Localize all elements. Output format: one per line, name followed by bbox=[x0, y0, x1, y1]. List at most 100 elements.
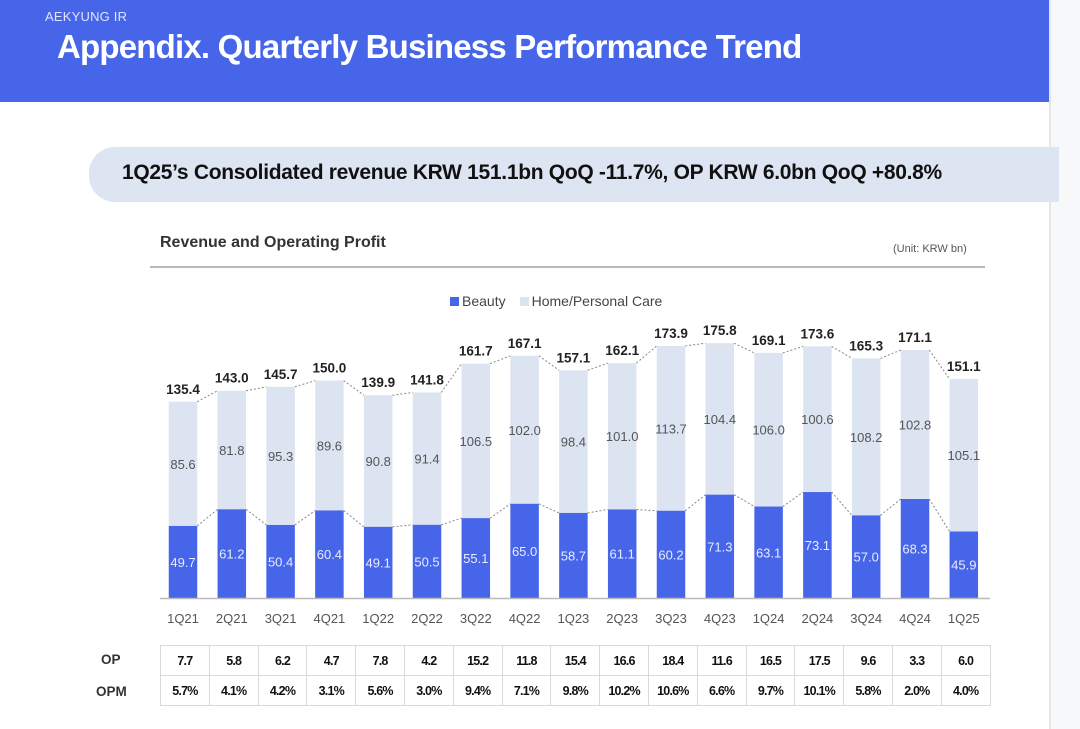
table-cell: 4.2% bbox=[257, 675, 308, 706]
bar-beauty bbox=[559, 512, 588, 598]
data-label-beauty: 63.1 bbox=[756, 545, 781, 560]
beauty-connector-line bbox=[587, 508, 609, 514]
data-label-total: 139.9 bbox=[361, 375, 395, 390]
x-tick-label: 4Q21 bbox=[313, 611, 345, 626]
data-label-total: 151.1 bbox=[947, 359, 981, 374]
bar-beauty bbox=[754, 506, 783, 598]
legend-swatch-home-personal-care bbox=[519, 296, 529, 306]
data-label-total: 173.9 bbox=[654, 326, 688, 341]
table-cell: 11.8 bbox=[501, 645, 552, 676]
total-connector-line bbox=[782, 345, 804, 354]
row-label-opm: OPM bbox=[96, 684, 127, 699]
bar-beauty bbox=[315, 510, 344, 598]
x-tick-label: 1Q25 bbox=[948, 611, 980, 626]
table-cell: 17.5 bbox=[794, 645, 845, 676]
data-label-home-personal-care: 105.1 bbox=[948, 448, 981, 463]
bar-home-personal-care bbox=[266, 386, 295, 525]
bar-home-personal-care bbox=[803, 346, 832, 493]
headline-banner bbox=[89, 147, 1059, 202]
chart-legend: Beauty Home/Personal Care bbox=[450, 293, 662, 309]
table-cell: 6.0 bbox=[940, 645, 991, 676]
beauty-connector-line bbox=[928, 498, 950, 532]
bar-home-personal-care bbox=[217, 390, 247, 510]
table-cell: 2.0% bbox=[891, 675, 942, 706]
x-tick-label: 4Q24 bbox=[899, 611, 931, 626]
total-connector-line bbox=[587, 362, 609, 371]
table-cell: 15.4 bbox=[550, 645, 601, 676]
table-cell: 3.0% bbox=[403, 675, 454, 706]
data-label-beauty: 73.1 bbox=[805, 538, 830, 553]
data-label-beauty: 65.0 bbox=[512, 544, 537, 559]
legend-label-home-personal-care: Home/Personal Care bbox=[531, 293, 663, 309]
table-cell: 9.6 bbox=[843, 645, 893, 676]
data-label-total: 165.3 bbox=[849, 338, 883, 353]
brand-label: AEKYUNG IR bbox=[45, 9, 128, 24]
data-label-total: 175.8 bbox=[703, 323, 737, 338]
x-tick-label: 3Q23 bbox=[655, 611, 687, 626]
data-label-total: 145.7 bbox=[264, 367, 298, 382]
data-label-home-personal-care: 100.6 bbox=[801, 412, 834, 427]
total-connector-line bbox=[294, 380, 316, 388]
page-title: Appendix. Quarterly Business Performance… bbox=[57, 28, 802, 65]
beauty-connector-line bbox=[196, 508, 218, 527]
data-label-home-personal-care: 104.4 bbox=[704, 412, 737, 427]
bar-beauty bbox=[168, 525, 198, 598]
table-cell: 7.7 bbox=[160, 645, 210, 676]
x-tick-label: 1Q21 bbox=[167, 611, 199, 626]
data-label-total: 150.0 bbox=[313, 361, 347, 376]
bar-beauty bbox=[217, 509, 247, 598]
total-connector-line bbox=[928, 349, 950, 380]
beauty-connector-line bbox=[441, 517, 462, 526]
data-label-total: 161.7 bbox=[459, 344, 493, 359]
table-row-op: 7.7 5.8 6.2 4.7 7.8 4.2 15.2 11.8 15.4 16.6 18.4 11… bbox=[160, 645, 991, 676]
data-label-beauty: 50.5 bbox=[414, 554, 439, 569]
table-cell: 4.0% bbox=[940, 675, 991, 706]
total-connector-line bbox=[440, 363, 462, 393]
bar-beauty bbox=[656, 510, 686, 598]
table-cell: 4.7 bbox=[306, 645, 357, 676]
table-cell: 10.2% bbox=[599, 675, 649, 706]
table-cell: 6.6% bbox=[696, 675, 747, 706]
x-tick-label: 2Q21 bbox=[216, 611, 248, 626]
bar-home-personal-care bbox=[949, 378, 979, 532]
data-label-beauty: 55.1 bbox=[463, 551, 488, 566]
table-cell: 9.8% bbox=[550, 675, 601, 706]
total-connector-line bbox=[197, 390, 218, 403]
stacked-bar-chart: 49.7 85.6 135.4 1Q21 61.2 81.8 143.0 2Q21 50.4 95… bbox=[160, 323, 990, 626]
data-label-beauty: 60.4 bbox=[317, 547, 342, 562]
data-label-total: 169.1 bbox=[752, 333, 786, 348]
data-label-beauty: 68.3 bbox=[902, 542, 927, 557]
table-cell: 18.4 bbox=[647, 645, 698, 676]
data-label-total: 167.1 bbox=[508, 336, 542, 351]
bar-home-personal-care bbox=[607, 363, 637, 510]
unit-label: (Unit: KRW bn) bbox=[893, 243, 967, 255]
table-row-opm: 5.7% 4.1% 4.2% 3.1% 5.6% 3.0% 9.4% 7.1% 9.8% 10.2… bbox=[160, 675, 991, 706]
data-label-beauty: 60.2 bbox=[658, 547, 683, 562]
legend-item-home-personal-care: Home/Personal Care bbox=[519, 293, 663, 309]
data-label-home-personal-care: 81.8 bbox=[219, 443, 244, 458]
x-tick-label: 3Q21 bbox=[265, 611, 297, 626]
x-tick-label: 3Q22 bbox=[460, 611, 492, 626]
total-connector-line bbox=[636, 345, 658, 364]
bar-beauty bbox=[363, 526, 393, 598]
bar-home-personal-care bbox=[363, 395, 393, 527]
beauty-connector-line bbox=[636, 508, 657, 512]
title-divider bbox=[150, 266, 985, 268]
data-label-total: 171.1 bbox=[898, 330, 932, 345]
beauty-connector-line bbox=[392, 524, 413, 528]
legend-swatch-beauty bbox=[450, 296, 459, 306]
table-cell: 3.3 bbox=[891, 645, 942, 676]
table-cell: 15.2 bbox=[452, 645, 503, 676]
data-label-total: 157.1 bbox=[557, 350, 591, 365]
bar-home-personal-care bbox=[461, 363, 491, 519]
data-label-home-personal-care: 85.6 bbox=[170, 457, 195, 472]
legend-label-beauty: Beauty bbox=[462, 293, 506, 309]
data-label-home-personal-care: 101.0 bbox=[606, 429, 639, 444]
data-label-beauty: 49.7 bbox=[170, 555, 195, 570]
table-cell: 9.7% bbox=[745, 675, 796, 706]
table-cell: 5.7% bbox=[160, 675, 210, 706]
data-label-total: 143.0 bbox=[215, 371, 249, 386]
bar-beauty bbox=[510, 503, 539, 598]
total-connector-line bbox=[245, 386, 267, 392]
data-label-home-personal-care: 90.8 bbox=[366, 454, 391, 469]
